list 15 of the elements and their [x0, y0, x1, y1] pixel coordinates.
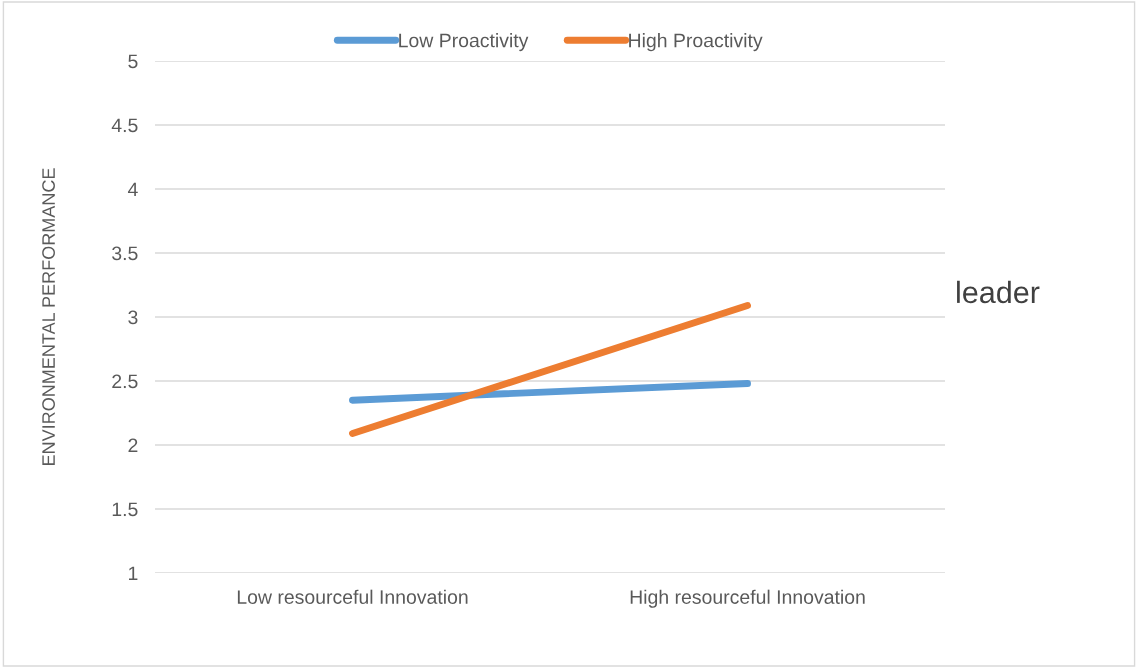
y-tick-label: 5 [128, 54, 138, 69]
y-tick-label: 2.5 [112, 374, 138, 389]
x-tick-label: Low resourceful Innovation [237, 589, 468, 604]
x-tick-label: High resourceful Innovation [630, 589, 865, 608]
legend-label: Low Proactivity [399, 33, 529, 52]
y-tick-label: 3 [128, 310, 138, 325]
y-tick-label: 4 [127, 182, 138, 197]
y-tick-label: 1.5 [112, 502, 138, 517]
y-tick-label: 1 [129, 566, 138, 581]
y-tick-label: 4.5 [111, 118, 138, 133]
y-tick-label: 2 [128, 438, 138, 453]
legend-label: High Proactivity [629, 33, 763, 52]
text: leader [957, 280, 1040, 304]
y-axis-title: ENVIRONMENTAL PERFORMANCE [42, 168, 55, 465]
y-tick-label: 3.5 [112, 246, 138, 261]
